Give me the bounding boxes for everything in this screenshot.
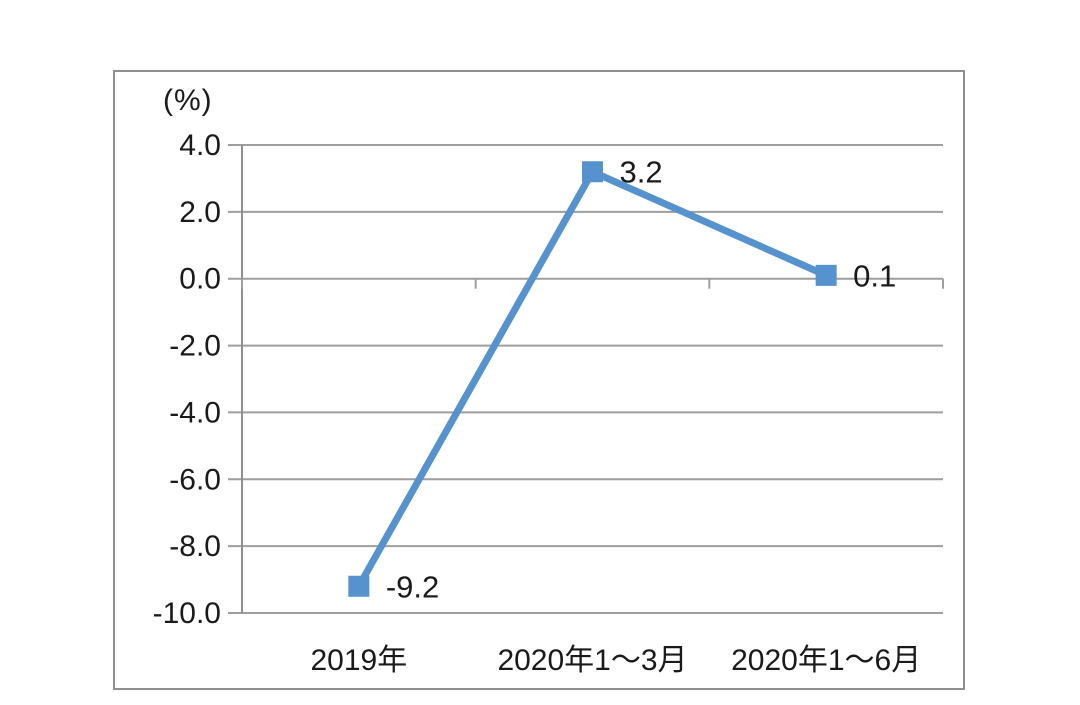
x-axis-label: 2020年1～6月 (731, 644, 921, 677)
y-tick-label: -4.0 (169, 396, 221, 429)
data-point-marker (348, 575, 370, 597)
data-label: -9.2 (386, 569, 439, 604)
y-tick-label: 0.0 (179, 263, 221, 296)
x-axis-label: 2020年1～3月 (497, 644, 687, 677)
y-axis-unit-label: (%) (163, 84, 213, 117)
series-line (355, 167, 828, 588)
y-tick-label: -10.0 (153, 597, 221, 630)
data-label: 3.2 (620, 155, 663, 190)
y-tick-label: 2.0 (179, 196, 221, 229)
line-chart-canvas: 4.0 2.0 0.0 -2.0 -4.0 -6.0 -8.0 -10.0 -9.2 3.2 0.1… (153, 129, 944, 677)
data-point-marker (815, 264, 837, 286)
x-axis-label: 2019年 (310, 644, 407, 677)
y-tick-label: -2.0 (169, 330, 221, 363)
y-tick-label: -6.0 (169, 463, 221, 496)
chart-frame: (%) 4.0 2.0 0.0 -2.0 -4.0 -6.0 -8.0 -10.0 -9.2 3.… (113, 70, 965, 690)
y-tick-label: -8.0 (169, 530, 221, 563)
y-tick-label: 4.0 (179, 129, 221, 162)
data-label: 0.1 (853, 258, 896, 293)
data-point-marker (582, 161, 603, 183)
